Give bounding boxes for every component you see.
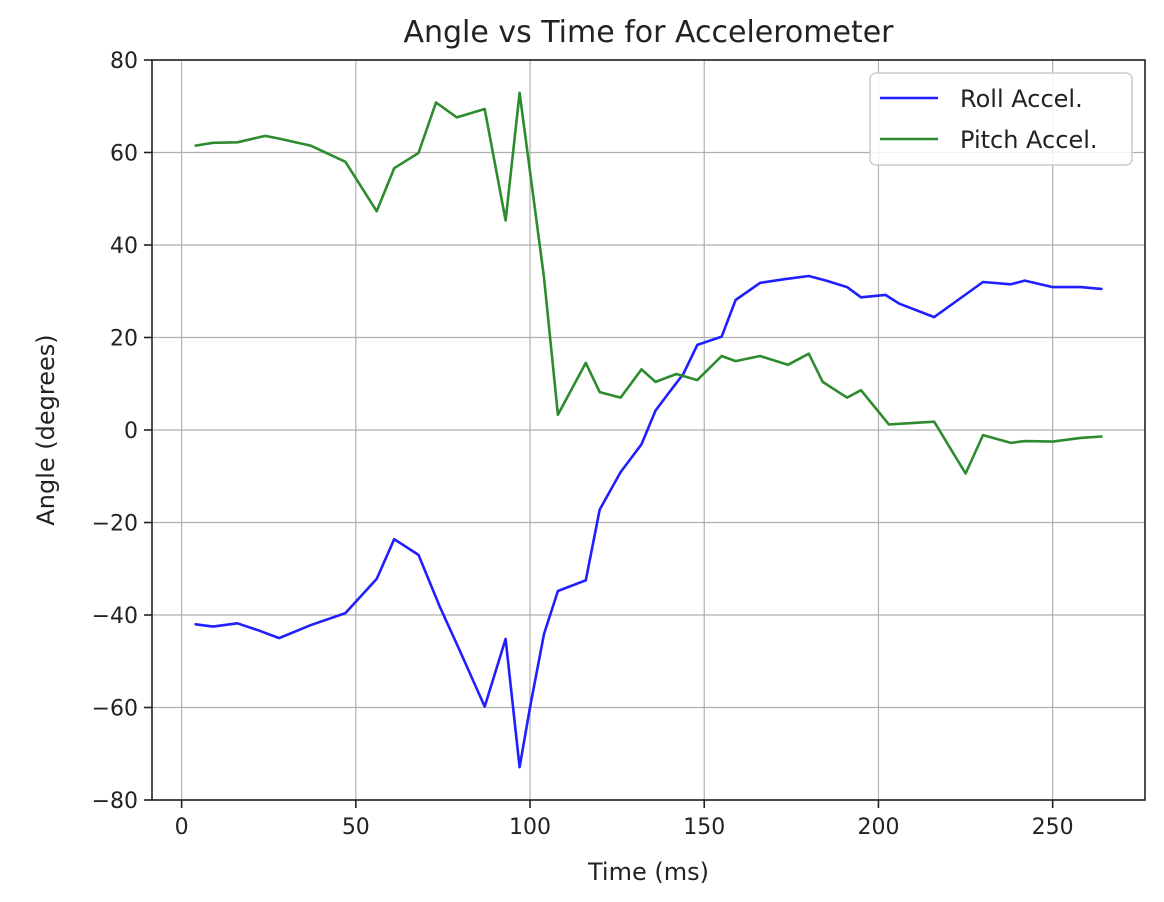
y-tick-label: 60 (110, 142, 138, 167)
series-line-roll-accel (194, 274, 1103, 769)
legend-label-roll: Roll Accel. (960, 85, 1083, 113)
y-axis-title: Angle (degrees) (32, 334, 60, 525)
y-tick-label: −60 (92, 697, 138, 722)
y-tick-label: 20 (110, 327, 138, 352)
y-tick-label: 80 (110, 49, 138, 74)
y-tick-label: 0 (124, 419, 138, 444)
data-series (194, 91, 1103, 769)
x-tick-label: 0 (175, 815, 189, 840)
legend: Roll Accel. Pitch Accel. (869, 72, 1133, 166)
y-tick-label: −40 (92, 604, 138, 629)
series-line-pitch-accel (194, 91, 1103, 475)
x-axis-title: Time (ms) (587, 858, 709, 886)
x-tick-label: 50 (342, 815, 370, 840)
y-tick-label: −80 (92, 789, 138, 814)
legend-label-pitch: Pitch Accel. (960, 126, 1098, 154)
legend-box (869, 72, 1133, 166)
x-tick-label: 150 (683, 815, 725, 840)
y-tick-label: −20 (92, 512, 138, 537)
x-tick-label: 250 (1032, 815, 1074, 840)
x-tick-label: 100 (509, 815, 551, 840)
x-axis-ticks: 0 50 100 150 200 250 (175, 800, 1074, 840)
y-tick-label: 40 (110, 234, 138, 259)
chart-title: Angle vs Time for Accelerometer (403, 15, 894, 50)
y-axis-ticks: −80 −60 −40 −20 0 20 40 60 80 (92, 49, 152, 814)
x-tick-label: 200 (857, 815, 899, 840)
